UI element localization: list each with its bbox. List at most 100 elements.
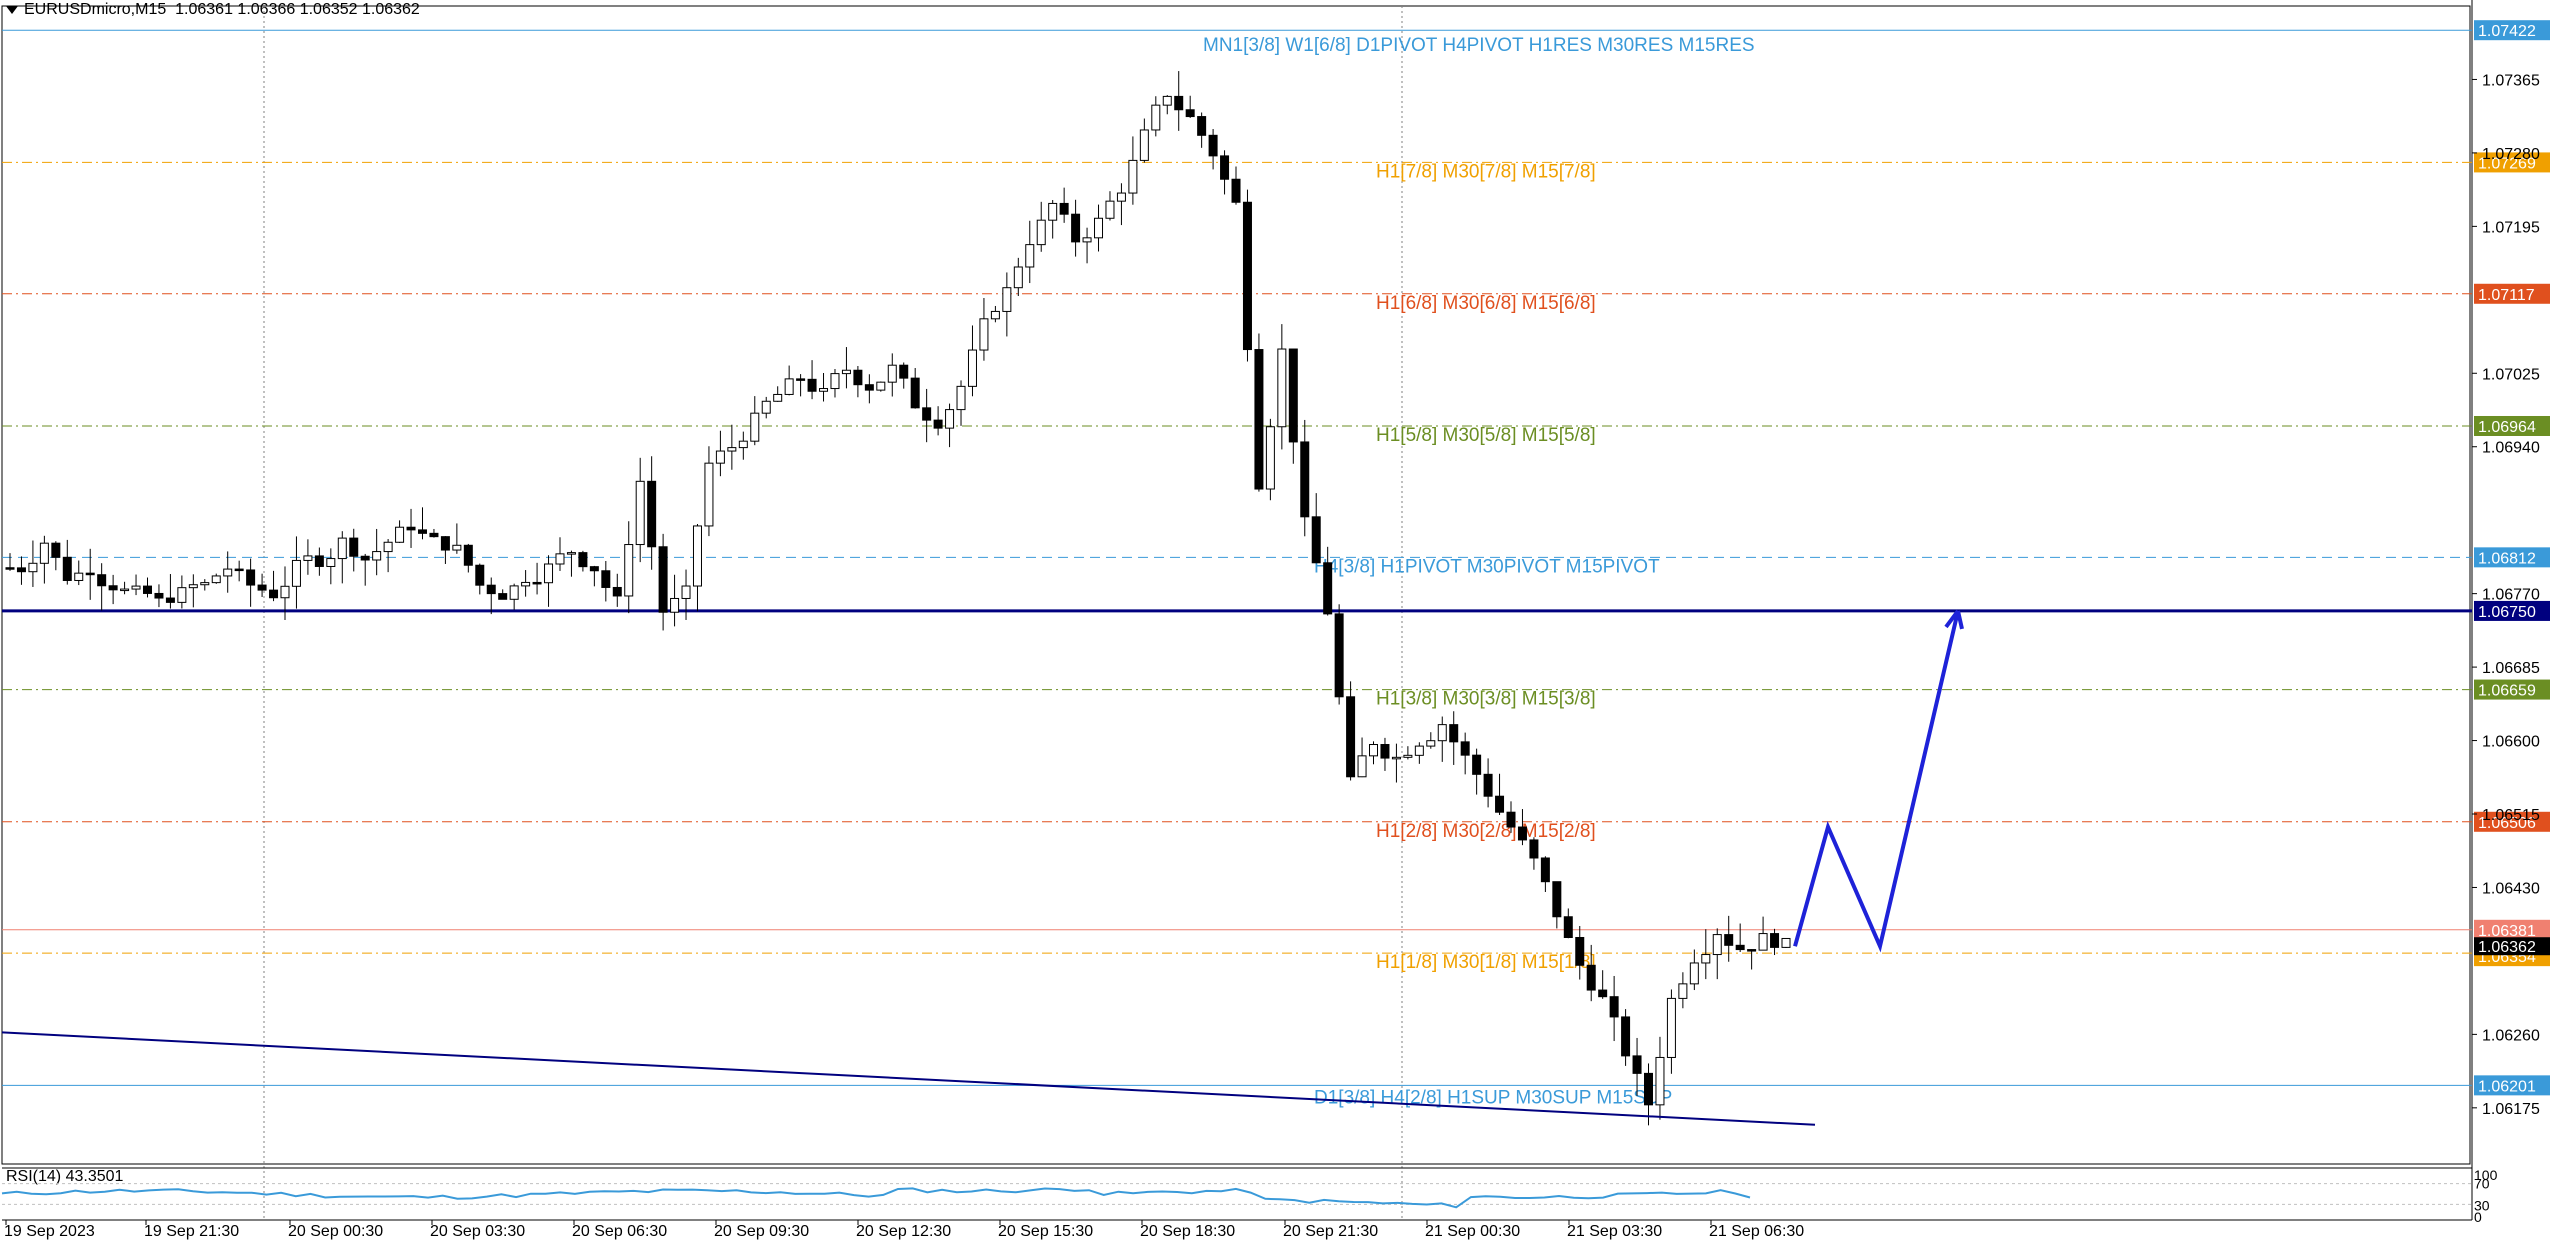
candle-body <box>51 542 61 558</box>
candle-body <box>1472 754 1482 775</box>
price-tag-bg <box>2474 415 2550 436</box>
rsi-level-label: 70 <box>2474 1176 2490 1192</box>
time-tick-label: 19 Sep 21:30 <box>144 1223 239 1240</box>
candle-body <box>1197 116 1207 136</box>
price-tick-label: 1.07280 <box>2482 146 2540 163</box>
drawings <box>1 609 1964 1126</box>
price-tag-label: 1.06381 <box>2478 923 2536 940</box>
candle-body <box>796 378 806 381</box>
rsi-level-label: 100 <box>2474 1167 2498 1183</box>
candle-body <box>1701 954 1711 964</box>
candle-body <box>945 409 955 429</box>
candle-body <box>188 584 198 589</box>
level-label: H1[2/8] M30[2/8] M15[2/8] <box>1376 821 1596 842</box>
candle-body <box>1747 949 1757 952</box>
candle-body <box>1552 881 1562 918</box>
candle-body <box>360 555 370 561</box>
candle-body <box>544 563 554 584</box>
current-price-tag: 1.06362 <box>2478 939 2536 956</box>
candle-body <box>692 525 702 587</box>
rsi-level-label: 30 <box>2474 1197 2490 1213</box>
candle-body <box>715 450 725 464</box>
candle-body <box>1506 811 1516 828</box>
candle-body <box>165 597 175 603</box>
candle-body <box>887 364 897 383</box>
rsi-level-label: 0 <box>2474 1209 2482 1225</box>
level-lines: MN1[3/8] W1[6/8] D1PIVOT H4PIVOT H1RES M… <box>2 20 2550 1108</box>
candle-body <box>486 584 496 595</box>
candle-body <box>956 385 966 411</box>
level-label: MN1[3/8] W1[6/8] D1PIVOT H4PIVOT H1RES M… <box>1203 35 1755 56</box>
price-tick-label: 1.07025 <box>2482 366 2540 383</box>
symbol-header: EURUSDmicro,M15 1.06361 1.06366 1.06352 … <box>6 1 420 19</box>
time-tick-label: 21 Sep 03:30 <box>1567 1223 1662 1240</box>
candle-body <box>853 369 863 386</box>
level-label: H1[3/8] M30[3/8] M15[3/8] <box>1376 689 1596 710</box>
candle-body <box>291 559 301 587</box>
candle-body <box>62 556 72 581</box>
candle-body <box>1621 1016 1631 1057</box>
candle-body <box>1128 159 1138 194</box>
candle-body <box>1265 426 1275 490</box>
candle-body <box>1311 516 1321 564</box>
candle-body <box>211 575 221 584</box>
candle-body <box>555 553 565 565</box>
current-price-tag-bg <box>2474 937 2550 956</box>
candle-body <box>1208 134 1218 157</box>
price-panel-border <box>1 5 2471 1165</box>
candle-body <box>280 585 290 599</box>
candle-body <box>1666 997 1676 1058</box>
time-tick-label: 20 Sep 21:30 <box>1283 1223 1378 1240</box>
candle-body <box>647 480 657 548</box>
candle-body <box>440 536 450 551</box>
rsi-header: RSI(14) 43.3501 <box>6 1168 124 1185</box>
candle-body <box>773 393 783 402</box>
candle-body <box>498 593 508 600</box>
candle-body <box>1059 202 1069 215</box>
candle-body <box>463 544 473 566</box>
candle-body <box>303 555 313 561</box>
candle-body <box>142 585 152 594</box>
price-tag-bg <box>2474 600 2550 621</box>
price-tag-bg <box>2474 919 2550 940</box>
candle-body <box>1231 178 1241 203</box>
candle-body <box>337 537 347 560</box>
candle-body <box>624 544 634 597</box>
candle-body <box>1323 562 1333 615</box>
candle-body <box>1460 741 1470 756</box>
candle-body <box>967 349 977 387</box>
price-tick-label: 1.06515 <box>2482 807 2540 824</box>
candle-body <box>177 587 187 603</box>
candle-body <box>1334 613 1344 698</box>
candle-body <box>257 584 267 591</box>
price-tick-label: 1.06685 <box>2482 660 2540 677</box>
candle-body <box>1036 219 1046 246</box>
candle-body <box>97 574 107 587</box>
candle-body <box>1013 266 1023 289</box>
dropdown-triangle-icon[interactable] <box>6 5 18 14</box>
price-tick-label: 1.06770 <box>2482 587 2540 604</box>
price-tag-label: 1.07422 <box>2478 23 2536 40</box>
candle-body <box>1139 129 1149 161</box>
candle-body <box>452 544 462 551</box>
candle-body <box>841 369 851 375</box>
candle-body <box>1586 964 1596 991</box>
candle-body <box>1300 441 1310 518</box>
candle-body <box>1563 916 1573 938</box>
candle-body <box>326 558 336 567</box>
time-tick-label: 20 Sep 09:30 <box>714 1223 809 1240</box>
candle-body <box>1094 217 1104 239</box>
candle-body <box>28 562 38 573</box>
candle-body <box>1770 933 1780 948</box>
price-tag-label: 1.06201 <box>2478 1078 2536 1095</box>
time-tick-label: 20 Sep 03:30 <box>430 1223 525 1240</box>
price-tick-label: 1.06260 <box>2482 1027 2540 1044</box>
candle-body <box>933 419 943 429</box>
candle-body <box>1071 213 1081 243</box>
candle-body <box>658 546 668 613</box>
price-tick-label: 1.06175 <box>2482 1101 2540 1118</box>
level-label: H1[6/8] M30[6/8] M15[6/8] <box>1376 293 1596 314</box>
candle-body <box>85 572 95 576</box>
